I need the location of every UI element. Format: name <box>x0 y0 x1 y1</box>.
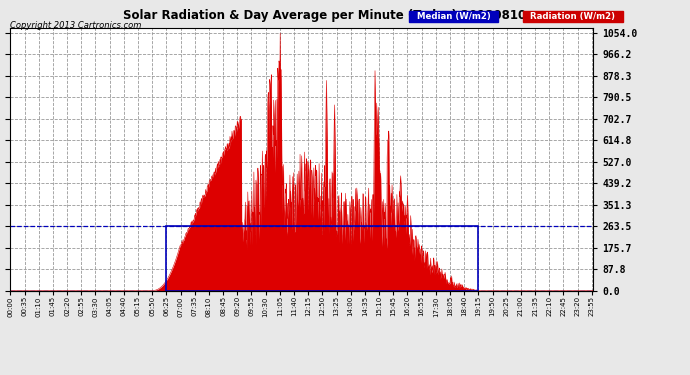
Text: Median (W/m2): Median (W/m2) <box>411 12 496 21</box>
Bar <box>166 226 478 291</box>
Text: Radiation (W/m2): Radiation (W/m2) <box>524 12 622 21</box>
Text: Copyright 2013 Cartronics.com: Copyright 2013 Cartronics.com <box>10 21 141 30</box>
Text: Solar Radiation & Day Average per Minute (Today) 20130810: Solar Radiation & Day Average per Minute… <box>123 9 526 22</box>
